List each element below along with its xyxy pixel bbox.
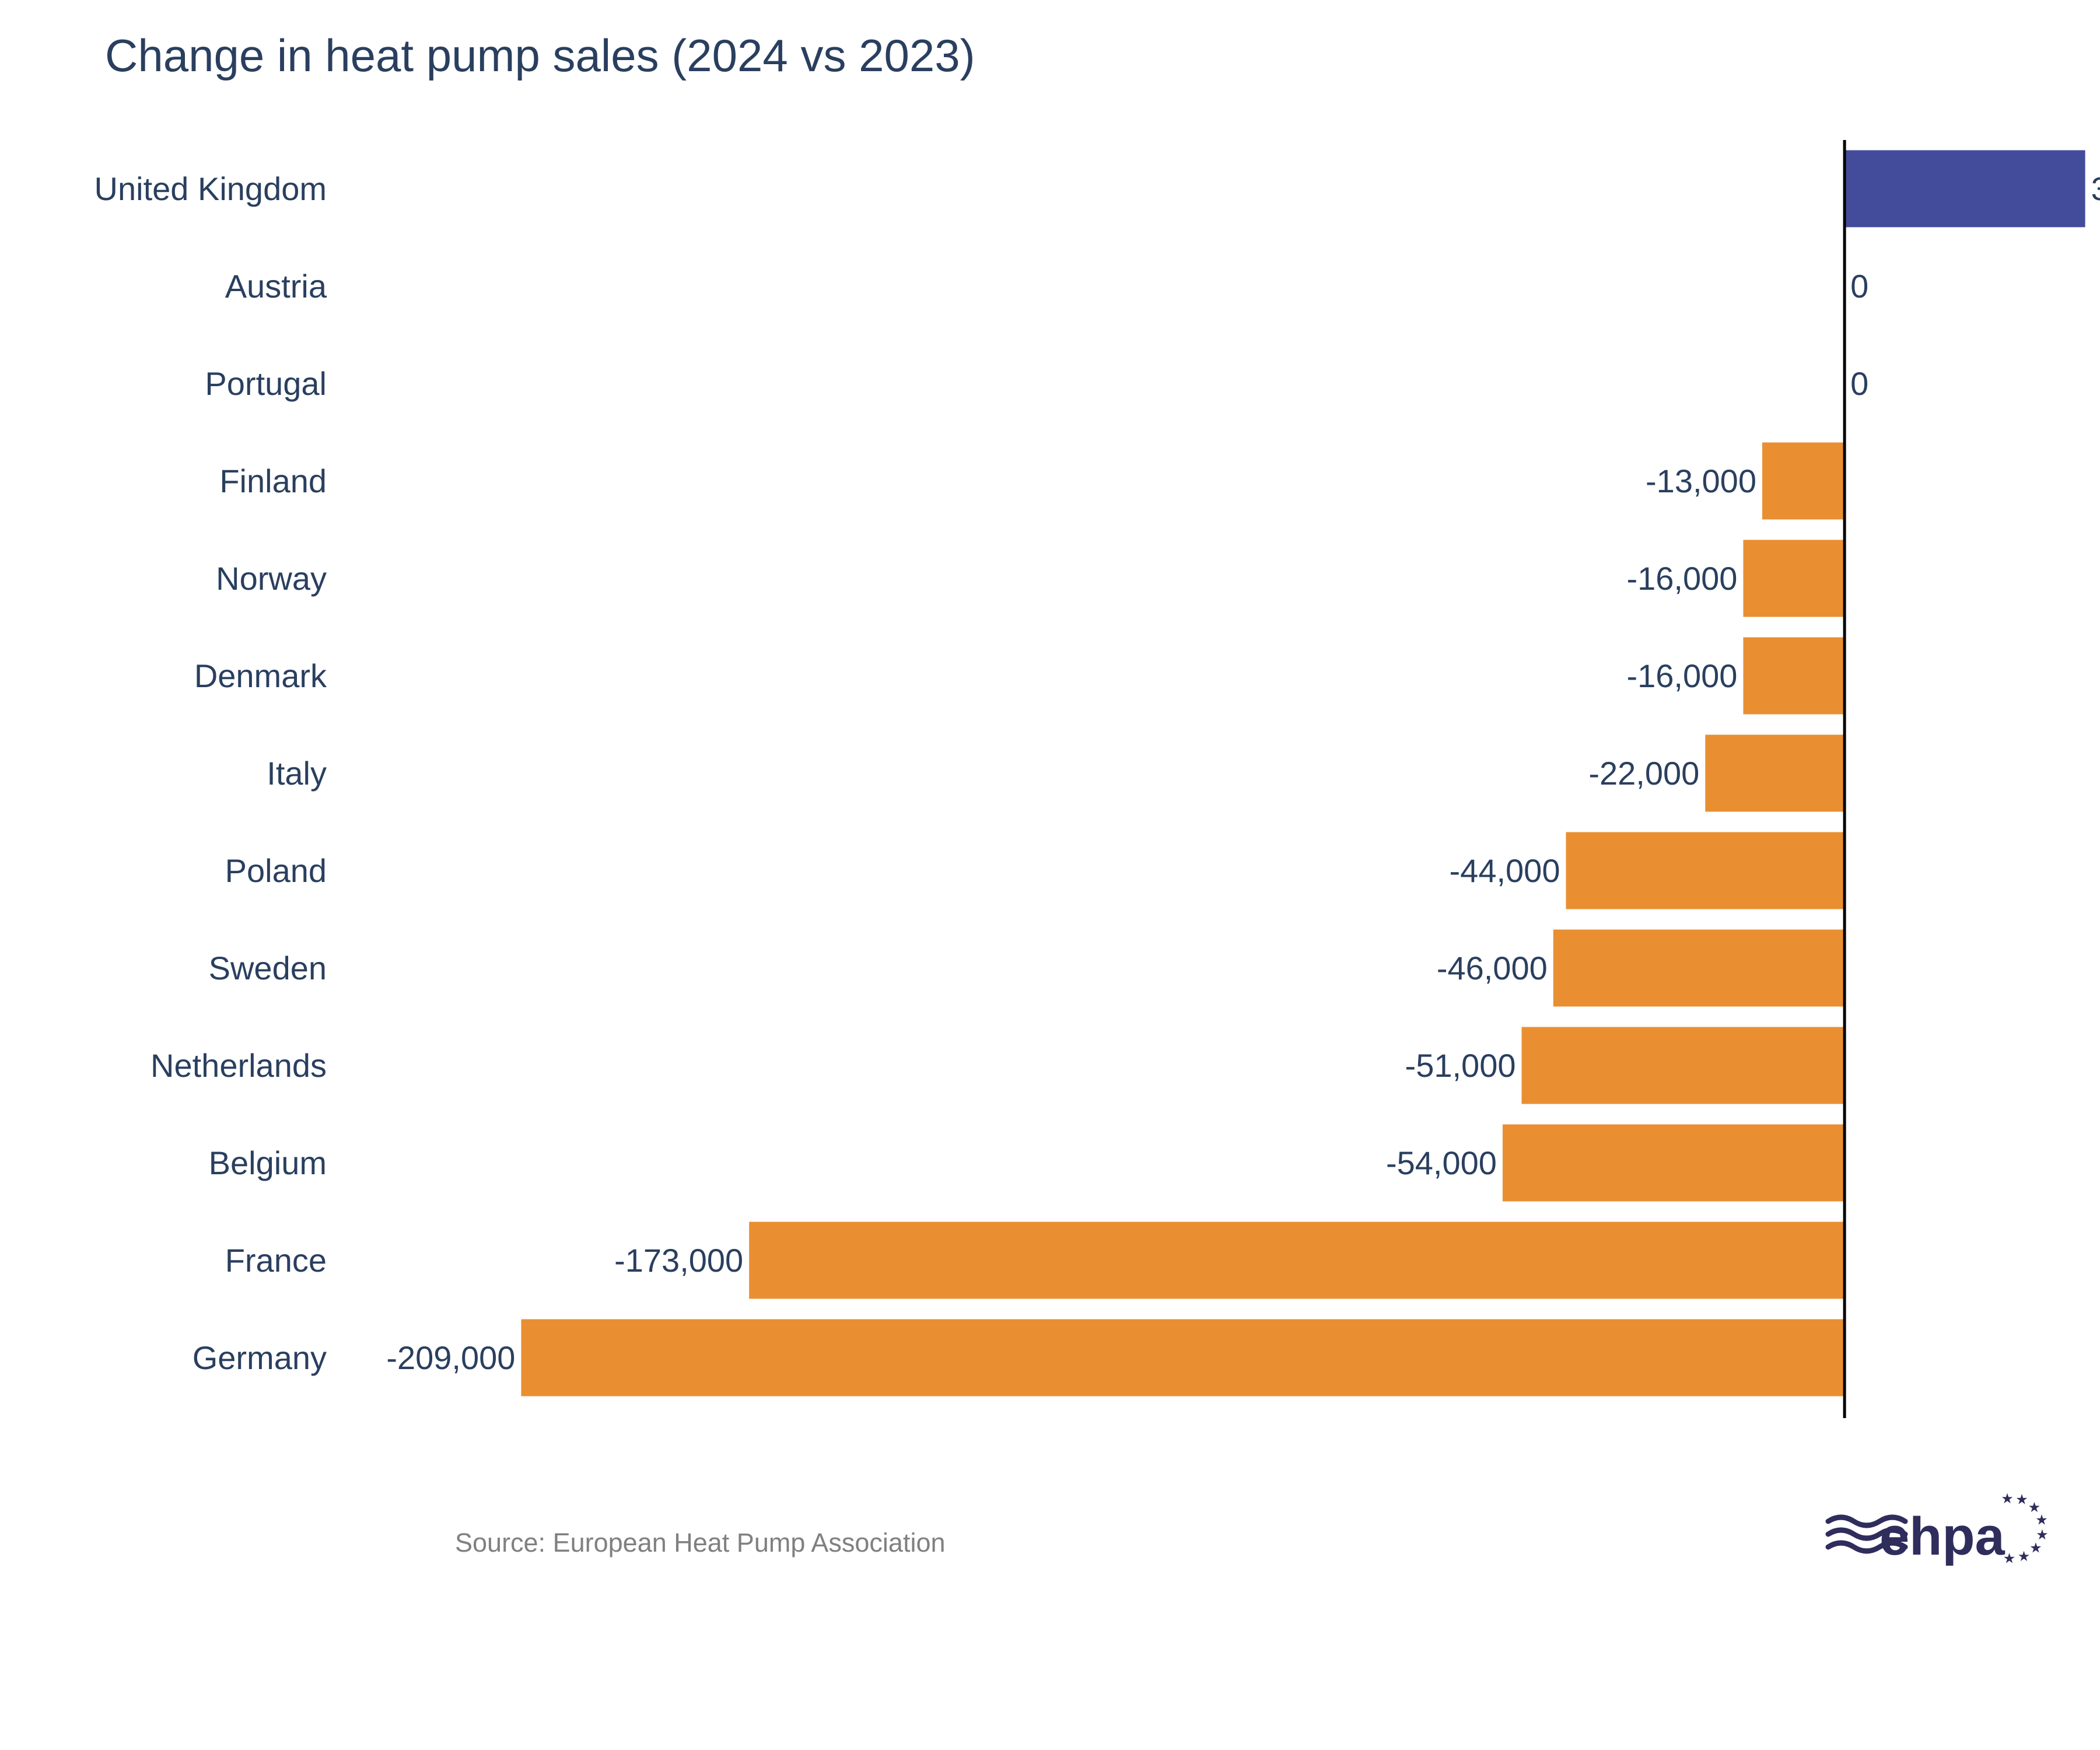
ehpa-waves-icon bbox=[1825, 1514, 1908, 1554]
value-label-belgium: -54,000 bbox=[1386, 1144, 1497, 1181]
category-label-italy: Italy bbox=[267, 755, 327, 792]
star-icon: ★ bbox=[2001, 1490, 2014, 1507]
value-label-sweden: -46,000 bbox=[1437, 950, 1548, 986]
value-label-austria: 0 bbox=[1850, 268, 1868, 304]
bar-denmark bbox=[1743, 637, 1845, 715]
bar-norway bbox=[1743, 540, 1845, 617]
category-label-denmark: Denmark bbox=[194, 657, 327, 694]
bar-belgium bbox=[1502, 1124, 1845, 1202]
bar-france bbox=[749, 1222, 1845, 1299]
bar-italy bbox=[1705, 734, 1845, 812]
value-label-portugal: 0 bbox=[1850, 365, 1868, 402]
category-label-portugal: Portugal bbox=[205, 365, 327, 402]
category-label-finland: Finland bbox=[219, 463, 327, 499]
value-label-finland: -13,000 bbox=[1646, 463, 1756, 499]
category-labels: United Kingdom Austria Portugal Finland Norw… bbox=[94, 170, 327, 1376]
category-label-netherlands: Netherlands bbox=[150, 1047, 327, 1084]
star-icon: ★ bbox=[2029, 1539, 2042, 1556]
star-icon: ★ bbox=[2018, 1548, 2031, 1564]
source-note: Source: European Heat Pump Association bbox=[455, 1528, 946, 1558]
value-label-denmark: -16,000 bbox=[1626, 657, 1737, 694]
category-label-france: France bbox=[225, 1242, 327, 1279]
star-icon: ★ bbox=[2035, 1512, 2048, 1528]
value-label-germany: -209,000 bbox=[386, 1339, 515, 1376]
logo-wordmark: ehpa bbox=[1880, 1507, 2006, 1566]
bar-netherlands bbox=[1521, 1027, 1845, 1104]
eu-stars-icon: ★ ★ ★★★★★★ bbox=[2001, 1490, 2048, 1567]
bar-germany bbox=[521, 1319, 1845, 1396]
value-label-poland: -44,000 bbox=[1450, 852, 1560, 889]
star-icon: ★ bbox=[2015, 1492, 2028, 1508]
value-label-italy: -22,000 bbox=[1588, 755, 1699, 792]
star-icon: ★ bbox=[2003, 1550, 2016, 1567]
value-label-france: -173,000 bbox=[614, 1242, 743, 1279]
ehpa-logo: ehpa ★ ★ ★★★★★★ bbox=[1825, 1490, 2049, 1567]
star-icon: ★ bbox=[2036, 1527, 2049, 1543]
bar-united-kingdom bbox=[1845, 150, 2085, 228]
bar-finland bbox=[1762, 442, 1845, 520]
star-icon: ★ bbox=[2028, 1499, 2041, 1516]
bars bbox=[521, 150, 2085, 1396]
category-label-germany: Germany bbox=[192, 1339, 327, 1376]
bar-poland bbox=[1566, 832, 1845, 909]
category-label-poland: Poland bbox=[225, 852, 327, 889]
bar-sweden bbox=[1553, 929, 1845, 1007]
value-label-netherlands: -51,000 bbox=[1405, 1047, 1516, 1084]
value-label-united-kingdom: 38,000 bbox=[2091, 170, 2100, 207]
category-label-sweden: Sweden bbox=[209, 950, 327, 986]
category-label-united-kingdom: United Kingdom bbox=[94, 170, 327, 207]
chart-title: Change in heat pump sales (2024 vs 2023) bbox=[105, 30, 975, 81]
value-label-norway: -16,000 bbox=[1626, 560, 1737, 597]
category-label-belgium: Belgium bbox=[209, 1144, 327, 1181]
value-labels: 38,000 0 0 -13,000 -16,000 -16,000 -22,000 -44,… bbox=[386, 170, 2100, 1376]
category-label-norway: Norway bbox=[216, 560, 327, 597]
category-label-austria: Austria bbox=[225, 268, 327, 304]
